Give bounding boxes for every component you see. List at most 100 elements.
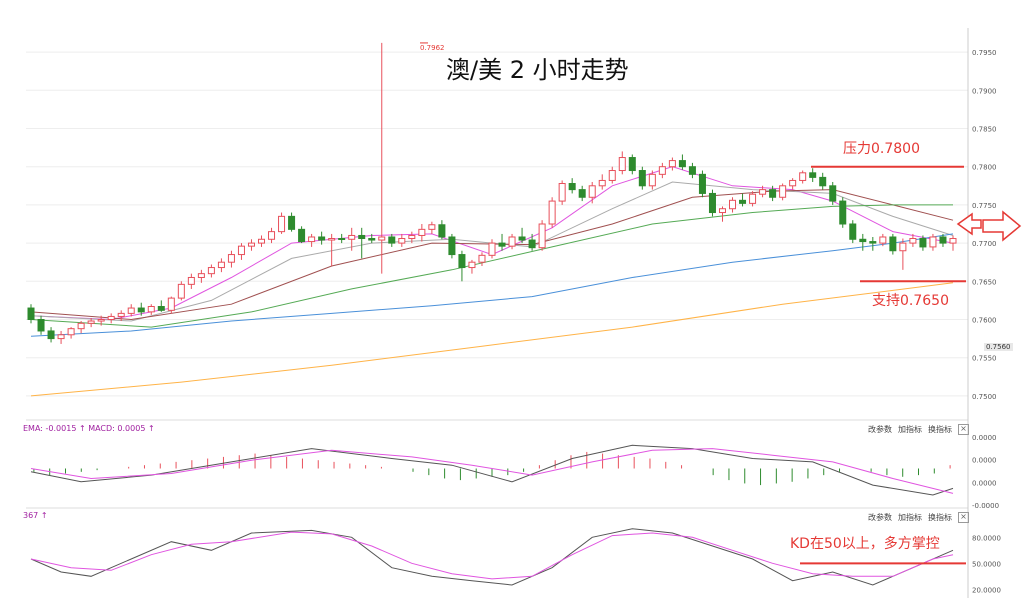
candle-body	[839, 200, 847, 225]
macd-dea-line	[30, 448, 954, 494]
candle-body	[338, 238, 346, 241]
candle-body	[819, 176, 827, 187]
candle-body	[268, 231, 276, 240]
candle-body	[37, 319, 45, 332]
candle-body	[117, 312, 125, 317]
candle-body	[458, 254, 466, 269]
candle-body	[749, 193, 757, 204]
candle-body	[939, 236, 947, 244]
candle-body	[658, 166, 666, 175]
candle-body	[127, 307, 135, 314]
candle-body	[829, 185, 837, 202]
candle-body	[177, 283, 185, 299]
moving-average-line	[30, 233, 954, 337]
candle-body	[789, 179, 797, 187]
candle-body	[769, 189, 777, 198]
macd-edit-params-button[interactable]: 改参数	[868, 425, 892, 434]
candle-body	[929, 236, 937, 248]
moving-average-line	[30, 204, 953, 328]
chart-title: 澳/美 2 小时走势	[446, 56, 629, 84]
candle-body	[57, 334, 65, 340]
candle-body	[157, 306, 165, 311]
candle-body	[618, 157, 626, 172]
candle-body	[217, 261, 225, 269]
candle-body	[879, 236, 887, 244]
macd-add-indicator-button[interactable]: 加指标	[898, 425, 922, 434]
last-price-label: 0.7560	[984, 343, 1013, 351]
candle-body	[388, 236, 396, 244]
axis-layer: 0.7950 0.7900 0.7850 0.7800 0.7750 0.7700 0.76…	[967, 28, 1001, 598]
kd-edit-params-button[interactable]: 改参数	[868, 513, 892, 522]
price-tick-label: 0.7900	[972, 87, 997, 95]
macd-switch-indicator-button[interactable]: 换指标	[928, 425, 952, 434]
kd-close-icon[interactable]: ×	[958, 512, 969, 523]
kd-pane-label: 367 ↑	[23, 511, 48, 520]
candle-body	[799, 172, 807, 181]
candle-body	[949, 238, 957, 244]
macd-layer	[30, 444, 954, 496]
kd-switch-indicator-button[interactable]: 换指标	[928, 513, 952, 522]
macd-dif-line	[30, 444, 954, 496]
candle-body	[288, 215, 296, 230]
candle-body	[77, 322, 85, 330]
candle-body	[378, 236, 386, 241]
candle-body	[668, 160, 676, 168]
price-layer	[27, 42, 966, 397]
candle-body	[588, 185, 596, 198]
candle-body	[468, 261, 476, 269]
candle-body	[448, 236, 456, 256]
candle-body	[759, 189, 767, 195]
candle-body	[919, 238, 927, 248]
macd-close-icon[interactable]: ×	[958, 424, 969, 435]
price-tick-label: 0.7750	[972, 202, 997, 210]
kd-tick-label: 20.0000	[972, 586, 1001, 594]
price-tick-label: 0.7650	[972, 278, 997, 286]
resistance-label: 压力0.7800	[843, 141, 920, 157]
candle-body	[207, 267, 215, 275]
candle-body	[278, 215, 286, 233]
candle-body	[859, 238, 867, 243]
candle-body	[87, 320, 95, 324]
kd-tick-label: 50.0000	[972, 560, 1001, 568]
candle-body	[849, 223, 857, 240]
candle-body	[638, 170, 646, 187]
candle-body	[408, 234, 416, 240]
candle-body	[698, 173, 706, 194]
candle-body	[869, 241, 877, 244]
macd-tick-label: 0.0000	[972, 457, 997, 465]
candle-body	[729, 199, 737, 210]
kd-note-label: KD在50以上，多方掌控	[790, 536, 940, 552]
arrow-icon	[982, 210, 1022, 242]
candle-body	[247, 242, 255, 247]
moving-average-line	[30, 189, 954, 321]
candle-body	[718, 208, 727, 214]
candle-body	[428, 224, 436, 230]
moving-average-line	[30, 282, 954, 397]
kd-add-indicator-button[interactable]: 加指标	[898, 513, 922, 522]
spike-high-label: 0.7962	[420, 44, 445, 52]
candle-body	[548, 200, 556, 225]
candle-body	[809, 172, 817, 178]
kd-layer	[30, 528, 966, 586]
candle-body	[257, 238, 266, 244]
price-tick-label: 0.7500	[972, 393, 997, 401]
candle-body	[568, 183, 576, 191]
price-tick-label: 0.7850	[972, 126, 997, 134]
candle-body	[708, 192, 716, 214]
arrow-layer	[956, 210, 1022, 242]
candle-body	[538, 223, 546, 249]
kd-k-line	[30, 528, 954, 586]
candle-body	[197, 273, 205, 278]
candle-body	[558, 183, 566, 202]
candle-body	[899, 242, 907, 252]
candle-body	[518, 236, 526, 241]
macd-pane-label: EMA: -0.0015 ↑ MACD: 0.0005 ↑	[23, 424, 155, 433]
price-tick-label: 0.7600	[972, 317, 997, 325]
arrow-icon	[956, 212, 982, 236]
candle-body	[578, 189, 586, 198]
candle-body	[368, 238, 376, 241]
grid-layer	[26, 51, 968, 509]
candle-body	[348, 234, 356, 240]
